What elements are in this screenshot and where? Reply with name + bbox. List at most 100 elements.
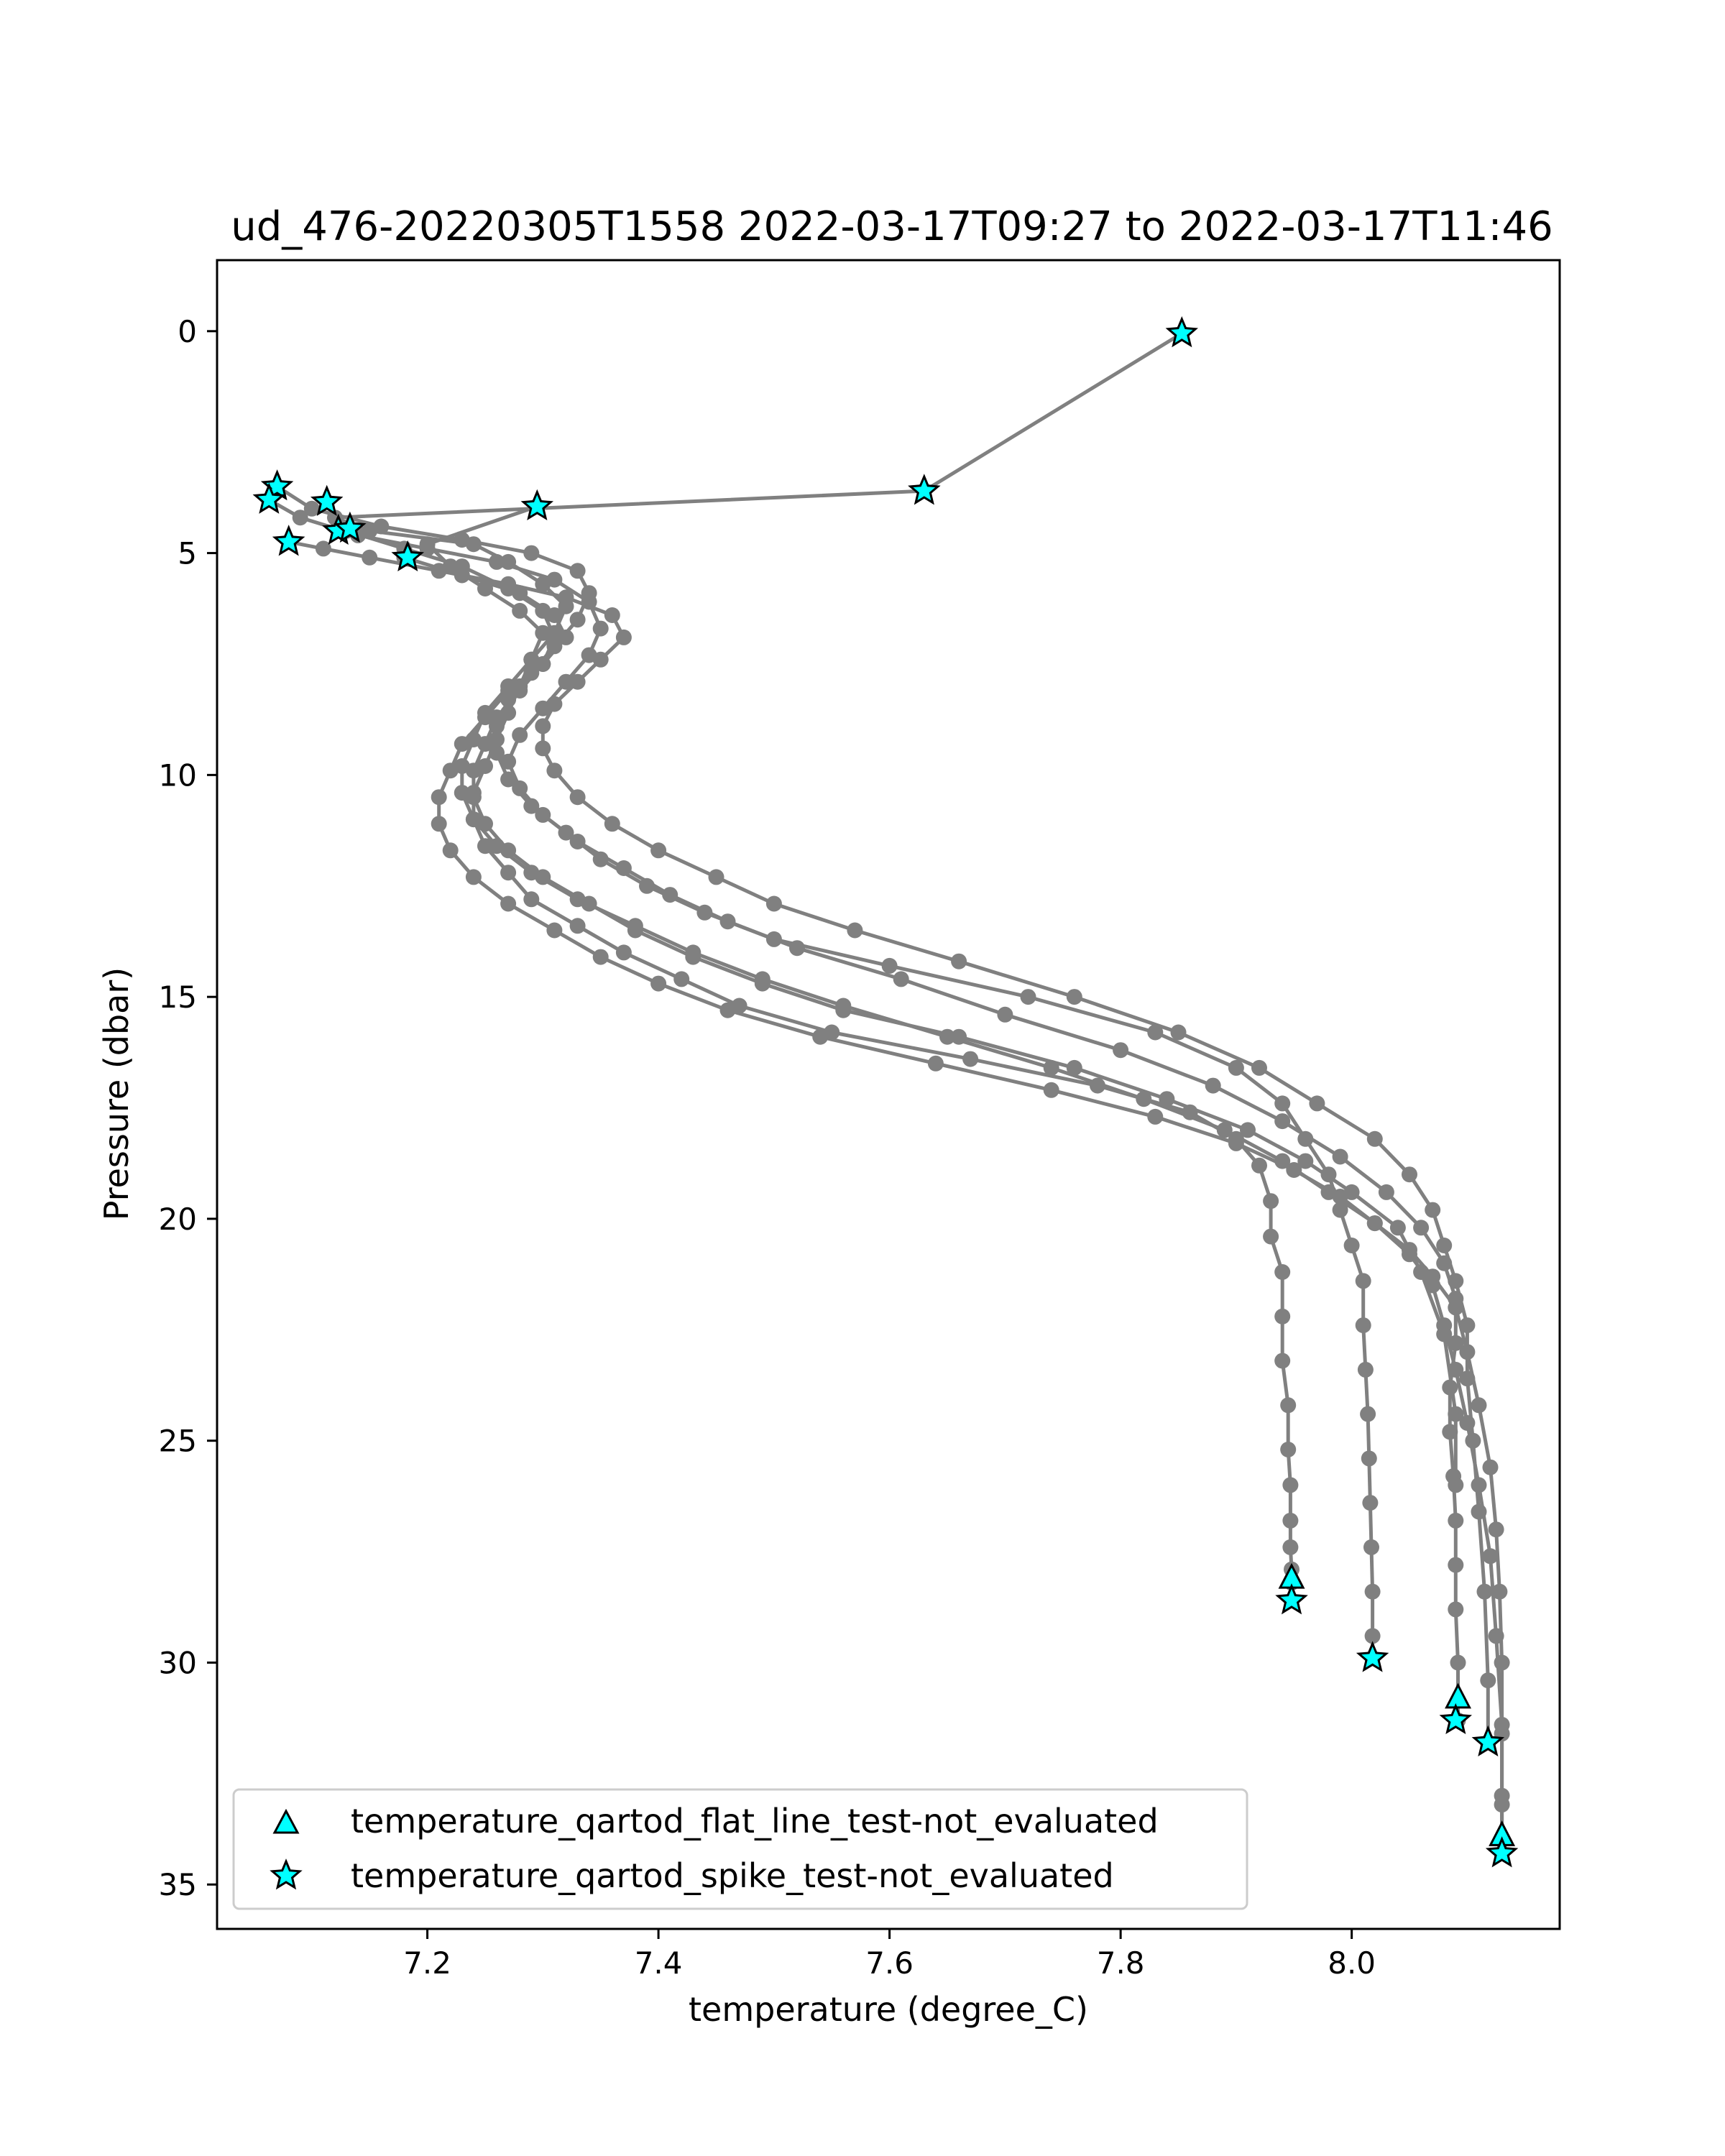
data-point — [569, 612, 586, 628]
data-point — [1280, 1442, 1297, 1457]
data-point — [1413, 1264, 1430, 1280]
data-point — [303, 500, 320, 517]
data-point — [789, 940, 805, 957]
data-point — [465, 789, 482, 806]
data-point — [1436, 1238, 1453, 1253]
data-point — [477, 581, 493, 596]
data-point — [500, 865, 517, 881]
data-point — [847, 922, 863, 939]
data-point — [431, 789, 447, 806]
data-point — [442, 842, 459, 859]
data-point — [1448, 1512, 1464, 1529]
data-point — [1205, 1077, 1221, 1094]
data-point — [512, 780, 528, 796]
data-point — [1274, 1308, 1291, 1325]
data-point — [1355, 1317, 1371, 1334]
data-point — [1425, 1202, 1441, 1218]
data-point — [650, 842, 667, 859]
y-tick-label: 35 — [159, 1867, 197, 1902]
data-point — [1020, 989, 1036, 1005]
spike-marker — [520, 489, 554, 521]
data-point — [1362, 1495, 1379, 1511]
data-point — [1240, 1122, 1256, 1138]
data-point — [292, 510, 308, 526]
data-point — [523, 545, 540, 561]
data-point — [1482, 1459, 1499, 1475]
data-point — [1136, 1091, 1152, 1107]
data-point — [512, 683, 528, 699]
spike-marker — [310, 484, 344, 516]
data-point — [1360, 1406, 1376, 1422]
data-point — [489, 709, 505, 726]
data-point — [1251, 1157, 1267, 1174]
data-point — [812, 1028, 829, 1045]
data-point — [1459, 1415, 1476, 1431]
data-point — [893, 971, 909, 987]
data-point — [604, 607, 620, 623]
data-point — [1147, 1108, 1164, 1125]
data-point — [1448, 1557, 1464, 1573]
data-point — [1363, 1539, 1379, 1555]
data-point — [1448, 1299, 1464, 1316]
legend-triangle-icon — [272, 1808, 300, 1834]
data-point — [1274, 1113, 1291, 1130]
data-point — [1364, 1628, 1381, 1644]
data-point — [1332, 1202, 1348, 1218]
data-point — [1471, 1397, 1487, 1414]
y-tick-label: 0 — [178, 314, 197, 349]
data-point — [1282, 1539, 1299, 1555]
data-point — [489, 553, 505, 570]
data-point — [546, 571, 563, 588]
spike-marker — [908, 474, 941, 505]
data-point — [1364, 1583, 1381, 1600]
data-point — [962, 1051, 979, 1067]
data-point — [754, 975, 770, 992]
x-axis-ticks: 7.2 7.4 7.6 7.8 8.0 — [403, 1929, 1376, 1981]
data-point — [500, 842, 517, 859]
data-point — [1147, 1024, 1164, 1041]
chart-title: ud_476-20220305T1558 2022-03-17T09:27 to… — [231, 203, 1553, 250]
data-point — [558, 673, 574, 690]
spike-marker — [1485, 1836, 1519, 1868]
data-point — [1361, 1450, 1377, 1467]
data-point — [1251, 1059, 1267, 1076]
data-point — [1274, 1153, 1291, 1169]
data-point — [997, 1006, 1013, 1023]
data-point — [650, 975, 667, 992]
data-point — [315, 540, 331, 557]
spike-marker — [1275, 1583, 1308, 1615]
y-tick-label: 20 — [159, 1202, 197, 1237]
data-point — [604, 816, 620, 832]
x-tick-label: 7.2 — [403, 1945, 451, 1981]
data-point — [431, 816, 447, 832]
data-point — [719, 1002, 736, 1018]
data-point — [1448, 1335, 1464, 1351]
data-point — [719, 913, 736, 930]
data-point — [1488, 1628, 1504, 1644]
data-point — [662, 887, 678, 903]
data-point — [1378, 1184, 1394, 1200]
data-point — [523, 798, 540, 814]
data-point — [1488, 1521, 1504, 1538]
data-point — [765, 895, 782, 912]
data-point — [535, 718, 551, 734]
data-point — [477, 736, 493, 752]
data-point — [1436, 1326, 1453, 1342]
data-point — [1448, 1601, 1464, 1618]
data-point — [835, 1002, 852, 1018]
data-point — [362, 549, 378, 566]
data-point — [951, 953, 967, 969]
data-point — [1320, 1184, 1337, 1200]
data-point — [1228, 1059, 1244, 1076]
data-point — [1402, 1166, 1417, 1183]
data-point — [558, 589, 574, 606]
data-point — [685, 949, 702, 965]
data-point — [477, 838, 493, 854]
data-point — [1332, 1148, 1348, 1165]
series-line — [333, 331, 1294, 1600]
flat-line-marker — [1445, 1682, 1471, 1709]
data-point — [1482, 1548, 1499, 1565]
data-point — [592, 620, 609, 637]
data-point — [546, 922, 563, 939]
data-point — [581, 895, 597, 912]
